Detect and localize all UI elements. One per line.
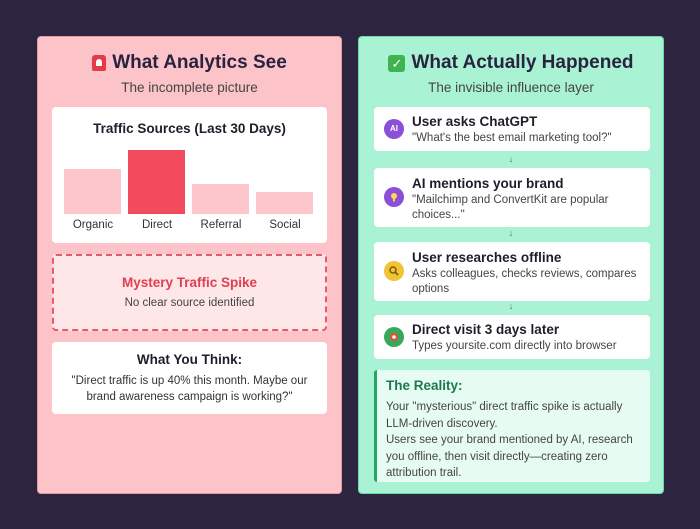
arrow-icon: ↓	[508, 154, 514, 164]
actual-title-text: What Actually Happened	[411, 52, 634, 73]
actual-panel: ✓ What Actually Happened The invisible i…	[358, 36, 664, 494]
bar-social	[256, 192, 313, 214]
analytics-panel-subtitle: The incomplete picture	[121, 80, 258, 95]
step-title: AI mentions your brand	[412, 176, 564, 191]
actual-panel-subtitle: The invisible influence layer	[428, 80, 594, 95]
reality-text-2: Users see your brand mentioned by AI, re…	[386, 434, 633, 479]
reality-title: The Reality:	[386, 378, 463, 393]
what-you-think-card: What You Think: "Direct traffic is up 40…	[52, 342, 327, 414]
step-title: User asks ChatGPT	[412, 114, 538, 129]
reality-text: Your "mysterious" direct traffic spike i…	[386, 399, 642, 482]
step-text: "Mailchimp and ConvertKit are popular ch…	[412, 194, 609, 221]
bar-referral	[192, 184, 249, 214]
step-text: "What's the best email marketing tool?"	[412, 132, 612, 144]
think-text: "Direct traffic is up 40% this month. Ma…	[71, 375, 308, 403]
lightbulb-icon	[384, 187, 404, 207]
bar-label: Social	[269, 219, 301, 231]
analytics-panel-title: What Analytics See	[38, 52, 341, 74]
mystery-subtitle: No clear source identified	[124, 297, 255, 309]
step-card-2: AI mentions your brand "Mailchimp and Co…	[374, 168, 650, 227]
mystery-title: Mystery Traffic Spike	[121, 275, 258, 290]
traffic-sources-card: Traffic Sources (Last 30 Days) Organic Di…	[52, 107, 327, 243]
bar-label: Organic	[72, 219, 114, 231]
bar-organic	[64, 169, 121, 214]
think-title: What You Think:	[136, 352, 243, 367]
reality-card: The Reality: Your "mysterious" direct tr…	[374, 370, 650, 482]
analytics-title-text: What Analytics See	[112, 52, 287, 73]
step-title: Direct visit 3 days later	[412, 322, 560, 337]
step-card-3: User researches offline Asks colleagues,…	[374, 242, 650, 301]
bar-label: Direct	[141, 219, 173, 231]
step-card-1: AI User asks ChatGPT "What's the best em…	[374, 107, 650, 151]
check-icon: ✓	[388, 54, 406, 72]
actual-panel-title: ✓ What Actually Happened	[359, 52, 663, 74]
target-icon	[384, 327, 404, 347]
ai-icon: AI	[384, 119, 404, 139]
step-title: User researches offline	[412, 250, 562, 265]
step-text: Asks colleagues, checks reviews, compare…	[412, 268, 637, 295]
arrow-icon: ↓	[508, 301, 514, 311]
step-text: Types yoursite.com directly into browser	[412, 340, 617, 352]
magnifier-icon	[384, 261, 404, 281]
chart-title: Traffic Sources (Last 30 Days)	[93, 121, 286, 136]
analytics-panel: What Analytics See The incomplete pictur…	[37, 36, 342, 494]
mystery-spike-card: Mystery Traffic Spike No clear source id…	[52, 254, 327, 331]
arrow-icon: ↓	[508, 228, 514, 238]
siren-icon	[92, 55, 107, 71]
reality-text-1: Your "mysterious" direct traffic spike i…	[386, 401, 623, 430]
step-card-4: Direct visit 3 days later Types yoursite…	[374, 315, 650, 359]
bar-label: Referral	[200, 219, 242, 231]
bar-direct	[128, 150, 185, 214]
